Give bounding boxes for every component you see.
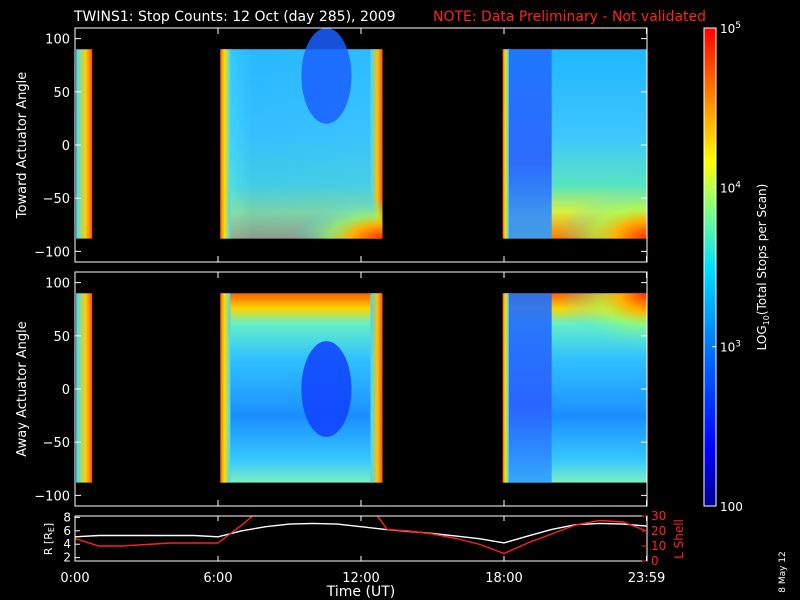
y-tick-label: −100	[34, 245, 70, 260]
colorbar-tick-exponent: 3	[735, 340, 741, 350]
r-tick-label: 2	[63, 551, 71, 565]
y-tick-label: −50	[43, 436, 70, 451]
away-heatmap	[76, 293, 647, 483]
away-panel: 100 50 0 −50 −100 Away Actuator Angle	[15, 271, 648, 507]
toward-segment-2-left-edge	[220, 49, 231, 239]
toward-segment-2-hot-corner	[292, 198, 383, 239]
away-segment-2-right-edge	[370, 293, 383, 483]
r-axis-label: R [RE]	[42, 523, 56, 555]
colorbar-tick-label: 105	[720, 21, 741, 36]
toward-segment-3-left-edge	[502, 49, 509, 239]
x-tick-label: 23:59	[628, 571, 665, 586]
away-low-count-band-2	[506, 293, 552, 483]
y-tick-label: 50	[53, 86, 70, 101]
away-y-axis-label: Away Actuator Angle	[15, 321, 30, 456]
colorbar-tick-exponent: 5	[735, 21, 741, 31]
colorbar-tick-label: 104	[720, 180, 741, 195]
away-segment-2-left-edge	[220, 293, 231, 483]
y-tick-label: 100	[45, 277, 70, 292]
y-tick-label: −50	[43, 192, 70, 207]
r-tick-label: 8	[63, 510, 71, 524]
toward-segment-2-right-edge	[370, 49, 383, 239]
time-x-ticks: 0:00 6:00 12:00 18:00 23:59	[60, 28, 665, 586]
l-shell-line	[75, 516, 647, 555]
colorbar-tick-exponent: 4	[735, 180, 741, 190]
x-tick-label: 0:00	[60, 571, 89, 586]
away-segment-2	[220, 293, 383, 483]
colorbar-ticks: 105 104 103 100	[712, 21, 743, 514]
away-segment-3-hot-corner	[557, 293, 647, 352]
time-axis-label: Time (UT)	[326, 584, 395, 600]
colorbar-tick-label: 103	[720, 340, 741, 355]
colorbar-gradient	[704, 28, 716, 506]
colorbar-tick-label: 100	[720, 500, 743, 514]
toward-low-count-band-1	[301, 28, 352, 124]
y-tick-label: 0	[62, 139, 70, 154]
l-shell-tick-label: 20	[651, 524, 666, 538]
away-segment-3-left-edge	[502, 293, 509, 483]
l-shell-axis-label: L Shell	[672, 519, 686, 559]
away-low-count-band-1	[301, 341, 352, 437]
toward-panel: 100 50 0 −50 −100 Toward Actuator Angle	[15, 27, 648, 263]
colorbar: 105 104 103 100 LOG10(Total Stops per Scan)	[703, 21, 771, 514]
toward-y-axis-label: Toward Actuator Angle	[15, 72, 30, 219]
x-tick-label: 6:00	[203, 571, 232, 586]
l-shell-tick-label: 30	[651, 509, 666, 523]
y-tick-label: −100	[34, 489, 70, 504]
y-tick-label: 0	[62, 383, 70, 398]
x-tick-label: 12:00	[342, 571, 379, 586]
toward-segment-3-hot-corner	[557, 187, 647, 239]
l-shell-tick-label: 10	[651, 539, 666, 553]
y-tick-label: 50	[53, 330, 70, 345]
figure-title: TWINS1: Stop Counts: 12 Oct (day 285), 2…	[73, 9, 396, 25]
colorbar-frame	[703, 27, 717, 507]
toward-segment-1	[76, 49, 93, 239]
preliminary-note: NOTE: Data Preliminary - Not validated	[433, 9, 706, 25]
toward-heatmap	[76, 28, 647, 239]
y-tick-label: 100	[45, 33, 70, 48]
toward-y-ticks: 100 50 0 −50 −100	[34, 33, 647, 260]
away-segment-1	[76, 293, 93, 483]
l-shell-tick-label: 0	[651, 554, 659, 568]
radial-distance-line	[75, 522, 647, 544]
r-tick-label: 4	[63, 537, 71, 551]
orbit-panel-frame	[74, 515, 648, 562]
date-stamp: 8 May 12	[778, 551, 788, 593]
colorbar-label: LOG10(Total Stops per Scan)	[755, 184, 771, 351]
x-tick-label: 18:00	[485, 571, 522, 586]
away-y-ticks: 100 50 0 −50 −100	[34, 277, 647, 504]
toward-low-count-band-2	[506, 49, 552, 239]
r-tick-label: 6	[63, 524, 71, 538]
